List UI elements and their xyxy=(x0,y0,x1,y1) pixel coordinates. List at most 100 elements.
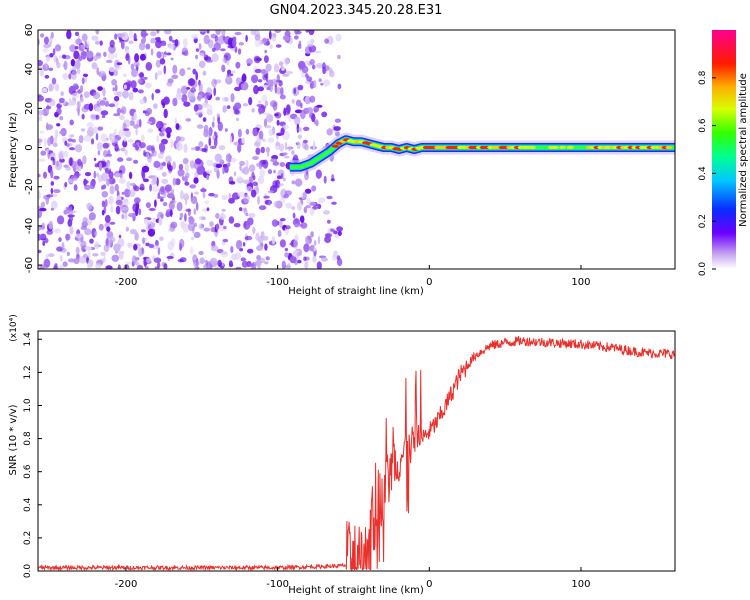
noise-blob xyxy=(170,57,174,61)
noise-blob xyxy=(199,259,206,263)
noise-blob xyxy=(83,178,87,187)
noise-blob xyxy=(272,101,278,111)
noise-blob xyxy=(154,37,161,41)
noise-blob xyxy=(96,141,103,151)
noise-blob xyxy=(154,72,158,80)
snr-series-line xyxy=(38,336,675,571)
noise-blob xyxy=(60,91,64,97)
x-tick-label: 100 xyxy=(571,579,590,590)
noise-blob xyxy=(208,137,212,147)
noise-blob xyxy=(68,215,74,222)
noise-blob xyxy=(327,219,331,224)
noise-blob xyxy=(63,164,69,168)
noise-blob xyxy=(52,158,56,166)
noise-blob xyxy=(148,243,155,249)
noise-blob xyxy=(38,142,42,147)
noise-blob xyxy=(119,114,125,121)
noise-blob xyxy=(226,105,231,109)
noise-blob xyxy=(49,98,56,107)
noise-blob xyxy=(323,67,327,74)
noise-blob xyxy=(123,73,127,78)
noise-blob xyxy=(150,222,156,228)
noise-blob xyxy=(124,212,128,221)
noise-blob xyxy=(256,245,263,252)
noise-blob xyxy=(113,243,121,252)
noise-blob xyxy=(99,100,106,106)
noise-blob xyxy=(97,86,103,91)
noise-blob xyxy=(206,169,213,174)
noise-blob xyxy=(108,103,116,108)
noise-blob xyxy=(254,68,262,74)
noise-blob xyxy=(95,52,102,57)
noise-blob xyxy=(272,33,277,38)
noise-blob xyxy=(305,30,309,33)
noise-blob xyxy=(160,186,165,193)
noise-blob xyxy=(195,54,199,60)
noise-blob xyxy=(97,126,104,131)
noise-blob xyxy=(123,264,130,269)
noise-blob xyxy=(206,159,214,167)
noise-blob xyxy=(220,48,226,52)
noise-blob xyxy=(210,245,219,252)
noise-blob xyxy=(260,146,265,154)
noise-blob xyxy=(175,123,180,130)
noise-blob xyxy=(262,37,268,43)
noise-blob xyxy=(267,137,275,143)
noise-blob xyxy=(295,99,302,107)
noise-blob xyxy=(312,140,316,150)
noise-blob xyxy=(274,113,279,117)
noise-blob xyxy=(196,124,204,129)
noise-blob xyxy=(128,40,134,45)
noise-blob xyxy=(293,250,300,253)
noise-blob xyxy=(67,258,76,263)
noise-blob xyxy=(169,209,173,218)
noise-blob xyxy=(122,139,128,148)
noise-blob xyxy=(202,117,207,122)
noise-blob xyxy=(273,169,276,174)
noise-blob xyxy=(79,96,84,103)
noise-blob xyxy=(56,123,61,127)
noise-blob xyxy=(38,115,43,122)
noise-blob xyxy=(80,240,87,249)
noise-blob xyxy=(203,34,210,45)
noise-blob xyxy=(125,53,130,61)
noise-blob xyxy=(63,150,69,158)
noise-blob xyxy=(267,169,273,175)
noise-blob xyxy=(286,263,291,269)
noise-blob xyxy=(304,144,309,151)
y-tick-label: 0.4 xyxy=(23,497,33,512)
noise-blob xyxy=(90,180,96,190)
noise-blob xyxy=(74,173,82,177)
noise-blob xyxy=(39,207,47,212)
noise-blob xyxy=(51,193,58,198)
noise-blob xyxy=(245,34,248,43)
noise-blob xyxy=(258,236,264,244)
noise-blob xyxy=(257,100,262,104)
noise-blob xyxy=(50,169,54,179)
noise-blob xyxy=(138,208,142,216)
noise-blob xyxy=(71,70,77,80)
noise-blob xyxy=(264,125,272,129)
noise-blob xyxy=(50,31,54,39)
noise-blob xyxy=(203,54,209,61)
noise-blob xyxy=(44,74,50,79)
noise-blob xyxy=(38,173,41,178)
noise-blob xyxy=(150,48,154,56)
noise-blob xyxy=(106,226,111,232)
noise-blob xyxy=(143,76,148,80)
noise-blob xyxy=(171,74,179,80)
noise-blob xyxy=(187,208,191,217)
noise-blob xyxy=(284,247,289,252)
noise-blob xyxy=(145,257,152,264)
noise-blob xyxy=(88,212,96,221)
y-tick-label: 60 xyxy=(24,24,35,37)
noise-blob xyxy=(175,93,183,100)
noise-blob xyxy=(203,264,208,269)
noise-blob xyxy=(94,231,98,237)
noise-blob xyxy=(192,260,200,267)
noise-blob xyxy=(284,141,288,151)
noise-blob xyxy=(206,174,210,181)
noise-blob xyxy=(160,198,164,202)
noise-blob xyxy=(165,127,172,134)
